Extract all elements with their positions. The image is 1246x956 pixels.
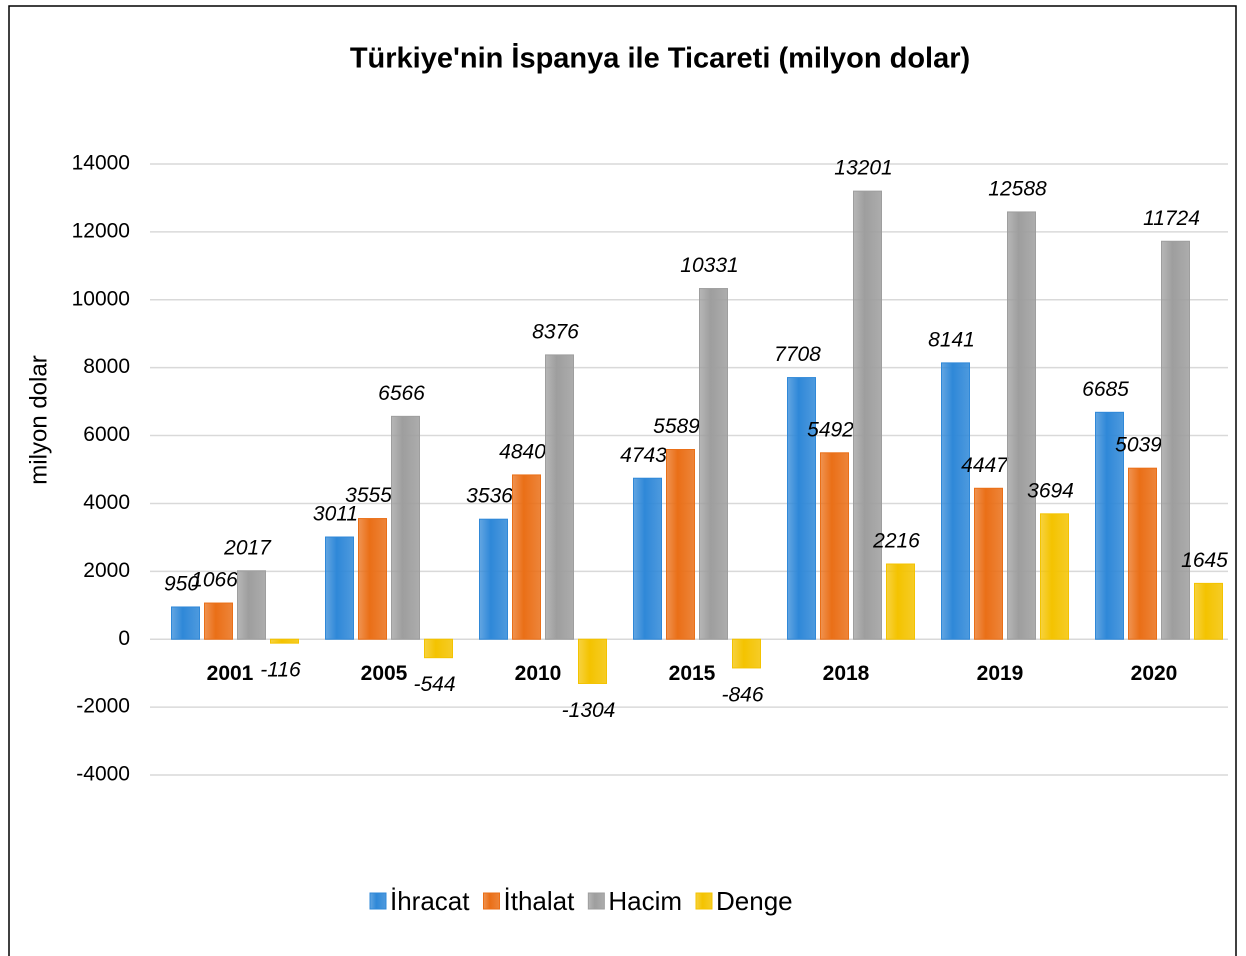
- bar: [699, 288, 728, 640]
- bar: [204, 602, 233, 640]
- bar: [578, 638, 607, 684]
- value-label: 6566: [378, 382, 425, 405]
- legend-label: Denge: [716, 886, 793, 916]
- bar: [512, 474, 541, 640]
- legend-label: İthalat: [504, 886, 576, 916]
- value-label: 1066: [191, 569, 238, 592]
- bar: [1194, 582, 1223, 640]
- value-label: 12588: [988, 177, 1047, 200]
- value-label: 5492: [807, 418, 854, 441]
- y-tick-label: 4000: [83, 491, 130, 514]
- y-tick-label: -2000: [76, 695, 130, 718]
- bar: [545, 354, 574, 640]
- bar: [1040, 513, 1069, 640]
- bar: [1007, 211, 1036, 640]
- value-label: -116: [260, 659, 301, 682]
- bar: [358, 518, 387, 640]
- value-label: 4447: [961, 454, 1009, 477]
- bar: [1161, 240, 1190, 640]
- y-tick-label: 2000: [83, 559, 130, 582]
- value-label: 2017: [223, 536, 272, 559]
- value-label: 7708: [774, 343, 821, 366]
- bar: [325, 536, 354, 640]
- value-label: 10331: [680, 254, 738, 277]
- x-tick-label: 2020: [1131, 662, 1178, 685]
- value-label: 1645: [1181, 549, 1228, 572]
- x-tick-label: 2015: [669, 662, 716, 685]
- value-label: -544: [413, 673, 455, 696]
- y-tick-label: 12000: [72, 219, 130, 242]
- y-tick-label: -4000: [76, 763, 130, 786]
- y-tick-label: 6000: [83, 423, 130, 446]
- value-label: 3555: [345, 484, 392, 507]
- bar: [171, 606, 200, 640]
- bar: [479, 518, 508, 640]
- bar: [1095, 411, 1124, 640]
- bar: [237, 570, 266, 640]
- bar: [941, 362, 970, 640]
- value-label: 5039: [1115, 434, 1162, 457]
- value-label: 11724: [1143, 207, 1200, 230]
- bar: [391, 415, 420, 640]
- legend-swatch: [369, 892, 387, 910]
- bar: [732, 638, 761, 669]
- x-tick-label: 2019: [977, 662, 1024, 685]
- bar: [886, 563, 915, 640]
- value-label: 13201: [834, 157, 892, 180]
- bar: [853, 190, 882, 640]
- bar: [787, 377, 816, 640]
- value-label: 2216: [872, 530, 920, 553]
- x-tick-label: 2005: [361, 662, 408, 685]
- bar: [270, 638, 299, 644]
- chart-title: Türkiye'nin İspanya ile Ticareti (milyon…: [350, 43, 970, 75]
- legend-swatch: [587, 892, 605, 910]
- legend-swatch: [483, 892, 500, 910]
- y-tick-label: 10000: [72, 287, 130, 310]
- value-label: 4840: [499, 440, 546, 463]
- value-label: 4743: [620, 444, 667, 467]
- legend-label: Hacim: [608, 886, 682, 916]
- value-label: 3694: [1027, 479, 1074, 502]
- value-label: 5589: [653, 415, 700, 438]
- bar: [666, 449, 695, 640]
- bar: [820, 452, 849, 640]
- legend-label: İhracat: [390, 886, 470, 916]
- y-tick-label: 14000: [72, 152, 130, 175]
- bar: [1128, 467, 1157, 640]
- value-label: 950: [164, 573, 199, 596]
- legend-swatch: [695, 892, 713, 910]
- x-tick-label: 2001: [207, 662, 254, 685]
- bar: [974, 487, 1003, 640]
- x-tick-label: 2018: [823, 662, 870, 685]
- value-label: 3011: [313, 503, 358, 526]
- value-label: 8376: [532, 320, 579, 343]
- value-label: 3536: [466, 485, 513, 508]
- x-tick-label: 2010: [515, 662, 562, 685]
- value-label: -1304: [562, 699, 616, 722]
- value-label: -846: [721, 683, 763, 706]
- value-label: 8141: [928, 328, 975, 351]
- y-tick-label: 0: [118, 627, 130, 650]
- bar: [633, 477, 662, 640]
- y-axis-label: milyon dolar: [25, 355, 52, 484]
- value-label: 6685: [1082, 378, 1129, 401]
- bar: [424, 638, 453, 659]
- y-tick-label: 8000: [83, 355, 130, 378]
